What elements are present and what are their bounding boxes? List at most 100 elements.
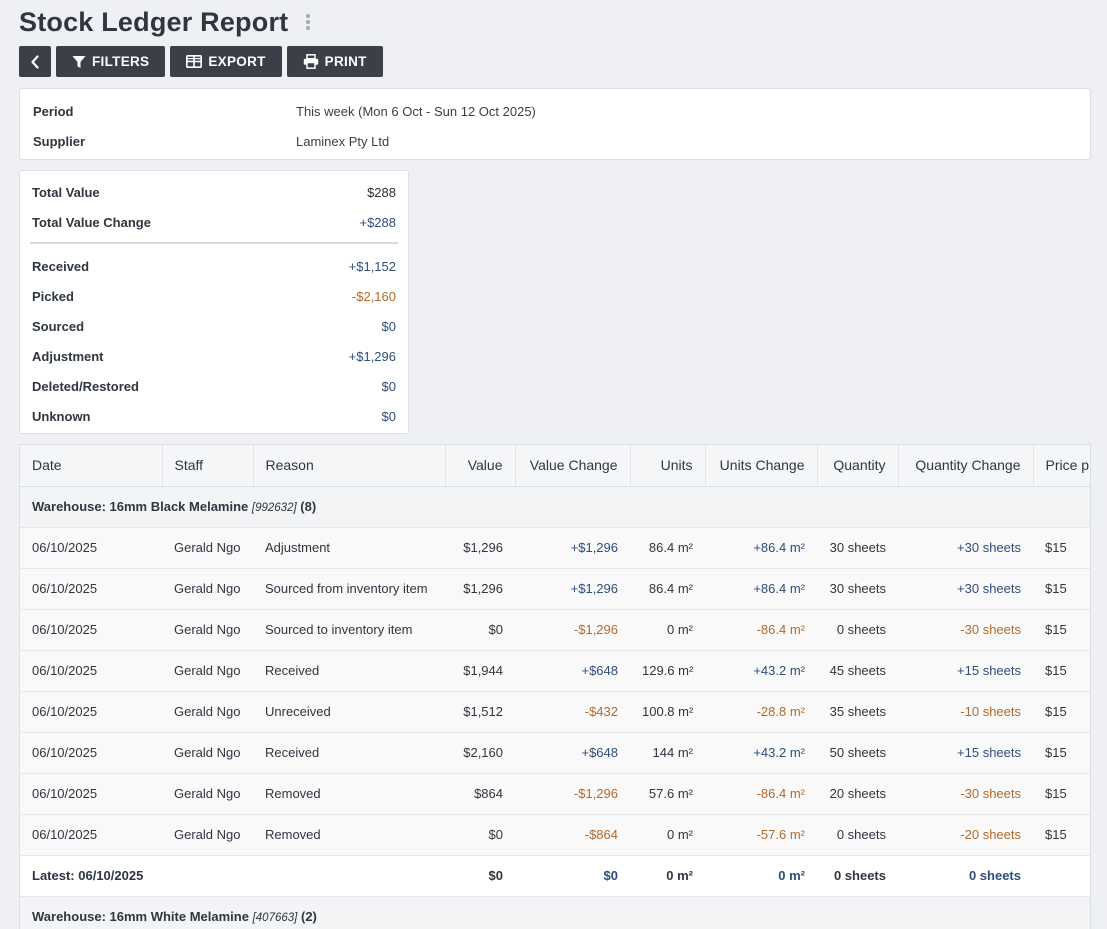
cell-quantity-change: -30 sheets bbox=[898, 609, 1033, 651]
summary-row: Sourced $0 bbox=[32, 311, 396, 341]
cell-staff: Gerald Ngo bbox=[162, 691, 253, 733]
table-icon bbox=[186, 55, 203, 68]
cell-staff: Gerald Ngo bbox=[162, 814, 253, 856]
cell-reason: Adjustment bbox=[253, 527, 445, 569]
cell-quantity: 30 sheets bbox=[817, 568, 898, 610]
supplier-row: Supplier Laminex Pty Ltd bbox=[20, 126, 1090, 156]
cell-units: 86.4 m² bbox=[630, 568, 705, 610]
cell-value-change: +$648 bbox=[515, 650, 630, 692]
table-row[interactable]: 06/10/2025 Gerald Ngo Unreceived $1,512 … bbox=[20, 691, 1090, 733]
table-row[interactable]: 06/10/2025 Gerald Ngo Removed $864 -$1,2… bbox=[20, 773, 1090, 815]
cell-value: $864 bbox=[445, 773, 515, 815]
cell-quantity-change: -10 sheets bbox=[898, 691, 1033, 733]
cell-price: $15 bbox=[1033, 691, 1090, 733]
supplier-value: Laminex Pty Ltd bbox=[296, 133, 390, 149]
filters-button[interactable]: FILTERS bbox=[56, 46, 166, 77]
cell-quantity: 0 sheets bbox=[817, 609, 898, 651]
summary-label: Unknown bbox=[32, 408, 91, 424]
table-row[interactable]: 06/10/2025 Gerald Ngo Sourced from inven… bbox=[20, 568, 1090, 610]
cell-units-change: +86.4 m² bbox=[705, 527, 817, 569]
export-button[interactable]: EXPORT bbox=[170, 46, 282, 77]
cell-date: 06/10/2025 bbox=[20, 650, 162, 692]
cell-units: 144 m² bbox=[630, 732, 705, 774]
summary-row: Received +$1,152 bbox=[32, 251, 396, 281]
cell-quantity-change: +30 sheets bbox=[898, 527, 1033, 569]
group-count: (8) bbox=[300, 499, 317, 514]
cell-units: 129.6 m² bbox=[630, 650, 705, 692]
cell-date: 06/10/2025 bbox=[20, 691, 162, 733]
summary-total-value-row: Total Value $288 bbox=[32, 177, 396, 207]
cell-quantity-change: +30 sheets bbox=[898, 568, 1033, 610]
summary-panel: Total Value $288 Total Value Change +$28… bbox=[19, 170, 409, 434]
column-header-value[interactable]: Value bbox=[445, 445, 516, 487]
table-row[interactable]: 06/10/2025 Gerald Ngo Received $1,944 +$… bbox=[20, 650, 1090, 692]
summary-value: +$1,152 bbox=[348, 258, 396, 274]
filter-icon bbox=[72, 55, 86, 68]
cell-price: $15 bbox=[1033, 732, 1090, 774]
cell-price: $15 bbox=[1033, 773, 1090, 815]
cell-units-change: -86.4 m² bbox=[705, 609, 817, 651]
group-row[interactable]: Warehouse: 16mm White Melamine [407663] … bbox=[20, 896, 1090, 929]
column-header-quantity[interactable]: Quantity bbox=[817, 445, 899, 487]
report-info-panel: Period This week (Mon 6 Oct - Sun 12 Oct… bbox=[19, 88, 1091, 160]
column-header-date[interactable]: Date bbox=[20, 445, 163, 487]
cell-quantity-change: +15 sheets bbox=[898, 650, 1033, 692]
cell-price: $15 bbox=[1033, 609, 1090, 651]
summary-label: Total Value Change bbox=[32, 214, 151, 230]
column-header-quantity-change[interactable]: Quantity Change bbox=[898, 445, 1034, 487]
cell-staff: Gerald Ngo bbox=[162, 527, 253, 569]
group-code: [992632] bbox=[251, 502, 297, 514]
column-header-units[interactable]: Units bbox=[630, 445, 706, 487]
summary-value: -$2,160 bbox=[351, 288, 396, 304]
total-quantity: 0 sheets bbox=[817, 855, 898, 897]
column-header-price[interactable]: Price p bbox=[1033, 445, 1090, 487]
table-row[interactable]: 06/10/2025 Gerald Ngo Sourced to invento… bbox=[20, 609, 1090, 651]
summary-value: +$1,296 bbox=[348, 348, 396, 364]
title-row: Stock Ledger Report bbox=[19, 4, 312, 40]
summary-label: Sourced bbox=[32, 318, 85, 334]
cell-staff: Gerald Ngo bbox=[162, 609, 253, 651]
cell-quantity: 50 sheets bbox=[817, 732, 898, 774]
table-row[interactable]: 06/10/2025 Gerald Ngo Removed $0 -$864 0… bbox=[20, 814, 1090, 856]
print-button[interactable]: PRINT bbox=[286, 46, 383, 77]
column-header-reason[interactable]: Reason bbox=[253, 445, 446, 487]
table-row[interactable]: 06/10/2025 Gerald Ngo Adjustment $1,296 … bbox=[20, 527, 1090, 569]
cell-value-change: +$648 bbox=[515, 732, 630, 774]
back-button[interactable] bbox=[19, 46, 51, 77]
column-header-value-change[interactable]: Value Change bbox=[515, 445, 631, 487]
cell-date: 06/10/2025 bbox=[20, 814, 162, 856]
more-options-icon[interactable] bbox=[306, 12, 312, 32]
summary-divider bbox=[30, 242, 398, 244]
ledger-table-container[interactable]: Date Staff Reason Value Value Change Uni… bbox=[19, 444, 1091, 929]
cell-quantity-change: -30 sheets bbox=[898, 773, 1033, 815]
print-label: PRINT bbox=[324, 54, 367, 69]
cell-units: 0 m² bbox=[630, 609, 705, 651]
cell-value: $2,160 bbox=[445, 732, 515, 774]
column-header-staff[interactable]: Staff bbox=[162, 445, 254, 487]
cell-value: $1,296 bbox=[445, 527, 515, 569]
cell-date: 06/10/2025 bbox=[20, 568, 162, 610]
cell-units: 0 m² bbox=[630, 814, 705, 856]
supplier-label: Supplier bbox=[33, 133, 86, 149]
cell-date: 06/10/2025 bbox=[20, 609, 162, 651]
cell-price: $15 bbox=[1033, 527, 1090, 569]
group-name: Warehouse: 16mm Black Melamine bbox=[32, 499, 249, 514]
cell-units-change: +43.2 m² bbox=[705, 732, 817, 774]
group-name: Warehouse: 16mm White Melamine bbox=[32, 909, 249, 924]
cell-date: 06/10/2025 bbox=[20, 527, 162, 569]
cell-units-change: -86.4 m² bbox=[705, 773, 817, 815]
period-label: Period bbox=[33, 103, 74, 119]
summary-label: Picked bbox=[32, 288, 74, 304]
column-header-units-change[interactable]: Units Change bbox=[705, 445, 818, 487]
table-row[interactable]: 06/10/2025 Gerald Ngo Received $2,160 +$… bbox=[20, 732, 1090, 774]
cell-units-change: -28.8 m² bbox=[705, 691, 817, 733]
filters-label: FILTERS bbox=[92, 54, 150, 69]
summary-row: Deleted/Restored $0 bbox=[32, 371, 396, 401]
total-units: 0 m² bbox=[630, 855, 705, 897]
group-total-row: Latest: 06/10/2025 $0 $0 0 m² 0 m² 0 she… bbox=[20, 855, 1090, 897]
total-label: Latest: 06/10/2025 bbox=[20, 855, 445, 897]
summary-value: +$288 bbox=[359, 214, 396, 230]
group-code: [407663] bbox=[252, 912, 298, 924]
summary-label: Adjustment bbox=[32, 348, 104, 364]
group-row[interactable]: Warehouse: 16mm Black Melamine [992632] … bbox=[20, 486, 1090, 528]
